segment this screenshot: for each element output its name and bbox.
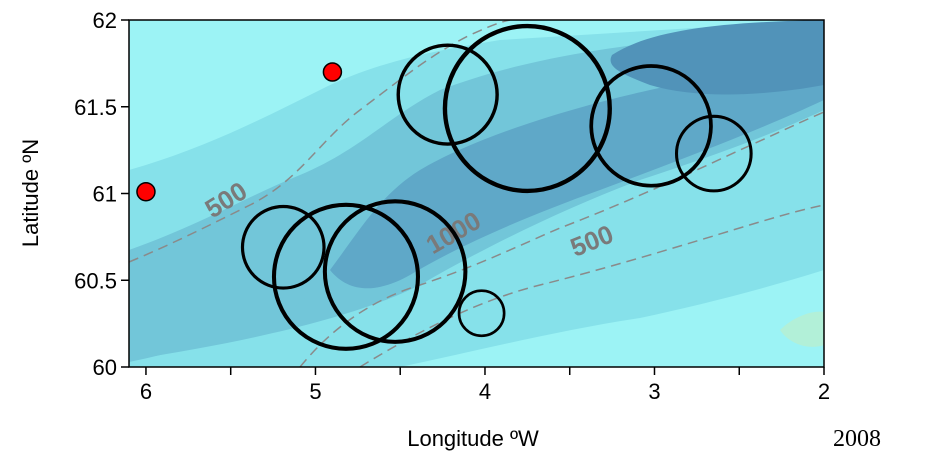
sample-circle — [589, 64, 713, 188]
contour-500-north — [129, 20, 511, 263]
sample-circle — [240, 204, 326, 290]
y-tick-label: 62 — [93, 8, 117, 33]
x-tick-label: 3 — [648, 379, 660, 404]
bathymetry-deepest-patch — [610, 20, 824, 95]
x-tick-label: 6 — [140, 379, 152, 404]
x-axis-title: Longitude ºW — [407, 426, 539, 451]
contour-1000 — [299, 111, 824, 367]
bathymetry-deep-band — [330, 40, 824, 289]
sample-circle — [674, 114, 753, 193]
red-point — [136, 182, 156, 202]
axes: 6 5 4 3 2 60 60.5 61 61.5 62 — [74, 8, 830, 404]
sample-circle — [322, 199, 468, 344]
y-tick-label: 60 — [93, 355, 117, 380]
contour-500-south — [359, 204, 824, 367]
bathymetry-green-patch — [780, 311, 824, 347]
x-tick-label: 5 — [309, 379, 321, 404]
sample-circle — [442, 23, 612, 194]
bathymetry-southwest-channel — [129, 280, 309, 362]
sample-circle — [396, 43, 499, 146]
y-axis-title: Latitude ºN — [18, 139, 43, 247]
year-label: 2008 — [833, 426, 881, 452]
red-points — [136, 62, 343, 202]
y-tick-label: 60.5 — [74, 268, 117, 293]
y-tick-label: 61 — [93, 182, 117, 207]
x-tick-label: 2 — [818, 379, 830, 404]
y-tick-label: 61.5 — [74, 95, 117, 120]
x-tick-label: 4 — [479, 379, 491, 404]
sample-circle — [457, 289, 506, 338]
sample-circles — [240, 23, 753, 351]
red-point — [322, 62, 343, 82]
sample-circle — [271, 202, 421, 351]
